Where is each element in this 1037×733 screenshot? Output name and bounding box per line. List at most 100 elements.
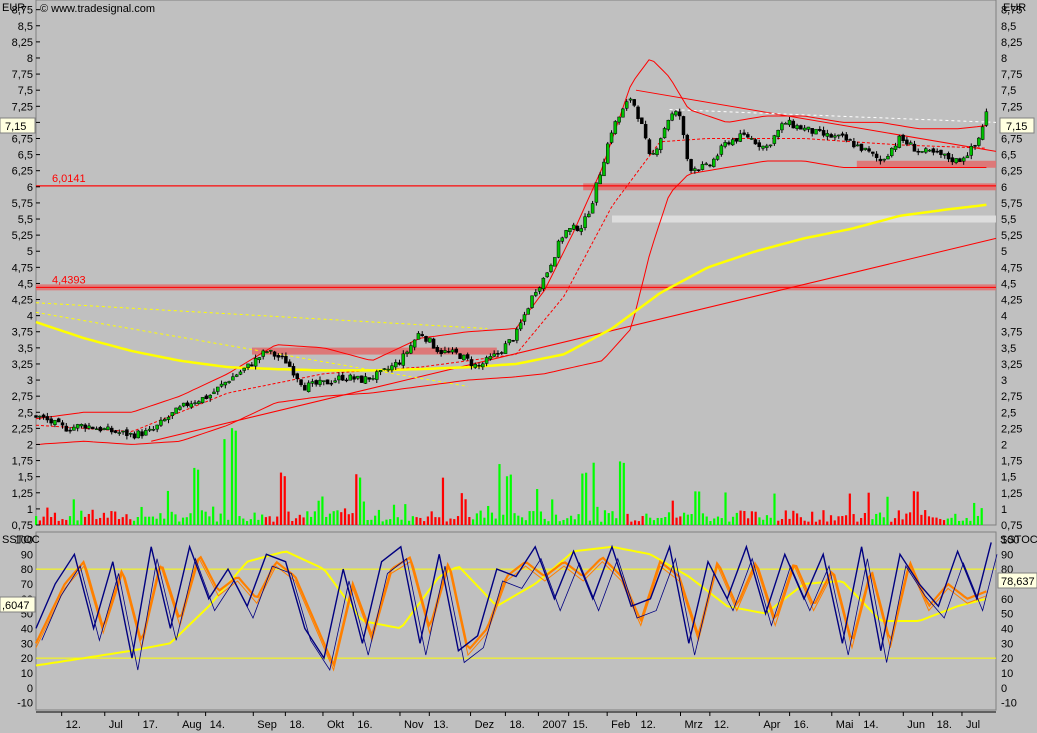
candle-body bbox=[761, 145, 765, 149]
candle-body bbox=[689, 159, 693, 171]
volume-bar bbox=[905, 513, 908, 525]
x-tick-label: Jul bbox=[966, 719, 980, 731]
candle-body bbox=[250, 364, 254, 367]
volume-bar bbox=[494, 518, 497, 525]
candle-body bbox=[242, 367, 247, 371]
candle-body bbox=[401, 353, 406, 366]
stoch-tick-right: 50 bbox=[1001, 609, 1013, 621]
support-zones bbox=[252, 160, 996, 355]
candle-body bbox=[594, 182, 599, 203]
volume-bar bbox=[234, 430, 237, 525]
volume-bar bbox=[291, 520, 294, 525]
candle-body bbox=[738, 133, 743, 142]
candle-body bbox=[723, 142, 727, 147]
candle-body bbox=[961, 157, 966, 162]
candle-body bbox=[844, 134, 849, 141]
volume-bar bbox=[543, 518, 546, 525]
volume-bar bbox=[682, 512, 686, 525]
candle-body bbox=[109, 427, 114, 433]
x-tick-label: 12. bbox=[714, 719, 729, 731]
volume-bar bbox=[788, 518, 791, 525]
candle-body bbox=[935, 150, 939, 153]
candle-body bbox=[144, 430, 148, 436]
volume-bar bbox=[698, 491, 701, 525]
volume-bar bbox=[163, 518, 166, 525]
volume-bar bbox=[509, 474, 512, 525]
candle-body bbox=[465, 354, 470, 359]
volume-bar bbox=[460, 493, 463, 525]
volume-bar bbox=[829, 515, 833, 525]
volume-bar bbox=[106, 517, 109, 525]
candle-body bbox=[522, 314, 527, 322]
candle-body bbox=[56, 418, 61, 423]
volume-bar bbox=[765, 515, 769, 525]
volume-bar bbox=[200, 510, 203, 525]
volume-bar bbox=[65, 519, 68, 525]
candle-body bbox=[159, 419, 163, 426]
candle-body bbox=[261, 350, 265, 357]
candle-body bbox=[375, 371, 379, 380]
volume-bar bbox=[573, 519, 576, 525]
x-tick-label: Mai bbox=[836, 719, 854, 731]
x-tick-label: Feb bbox=[611, 719, 630, 731]
price-tick-left: 1,25 bbox=[12, 488, 33, 500]
volume-bar bbox=[867, 492, 870, 525]
volume-bar bbox=[193, 467, 196, 525]
candle-body bbox=[602, 161, 606, 177]
volume-bar bbox=[871, 519, 874, 525]
candle-body bbox=[511, 340, 515, 342]
volume-bar bbox=[931, 517, 934, 525]
x-tick-label: 17. bbox=[143, 719, 158, 731]
volume-bar bbox=[148, 516, 151, 525]
price-tick-left: 5,5 bbox=[18, 214, 33, 226]
candle-body bbox=[825, 133, 830, 137]
candle-body bbox=[231, 376, 235, 381]
stoch-tick-right: 90 bbox=[1001, 549, 1013, 561]
last-price-box-left bbox=[0, 117, 36, 134]
price-tick-right: 3,5 bbox=[1001, 343, 1016, 355]
candle-body bbox=[810, 128, 814, 134]
volume-bar bbox=[170, 511, 173, 525]
price-tick-right: 7,75 bbox=[1001, 69, 1022, 81]
volume-bar bbox=[539, 511, 543, 525]
x-tick-label: Aug bbox=[182, 719, 202, 731]
candle-body bbox=[340, 374, 345, 381]
volume-bar bbox=[91, 509, 94, 525]
candle-body bbox=[647, 139, 652, 154]
volume-bar bbox=[321, 496, 324, 525]
candle-body bbox=[284, 355, 288, 364]
candle-body bbox=[541, 277, 546, 290]
time-axis: 12. Jul 17. Aug 14. Sep 18. Okt 16. Nov 13. Dez 18. 2… bbox=[36, 711, 996, 731]
volume-bar bbox=[750, 511, 753, 525]
stoch-tick-right: 0 bbox=[1001, 683, 1007, 695]
candle-body bbox=[125, 429, 129, 436]
volume-bar bbox=[513, 513, 516, 525]
candle-body bbox=[670, 113, 674, 121]
volume-bar bbox=[50, 517, 53, 525]
candle-body bbox=[984, 111, 989, 126]
x-tick-label: 15. bbox=[573, 719, 588, 731]
copyright-text[interactable]: © www.tradesignal.com bbox=[40, 3, 155, 15]
volume-bar bbox=[814, 521, 818, 525]
candle-body bbox=[818, 129, 822, 131]
x-tick-label: 16. bbox=[357, 719, 372, 731]
volume-bar bbox=[80, 510, 83, 525]
candle-body bbox=[197, 401, 201, 404]
volume-bar bbox=[878, 512, 882, 525]
volume-bar bbox=[965, 517, 968, 525]
candle-body bbox=[564, 230, 568, 238]
volume-bar bbox=[468, 517, 471, 525]
candle-body bbox=[946, 152, 951, 160]
candle-body bbox=[435, 346, 440, 352]
volume-bar bbox=[769, 517, 772, 525]
volume-bar bbox=[332, 511, 335, 525]
price-tick-left: 2 bbox=[27, 439, 33, 451]
volume-bar bbox=[114, 511, 117, 525]
x-tick-label: 12. bbox=[66, 719, 81, 731]
lower-band bbox=[35, 160, 987, 445]
price-tick-left: 1 bbox=[27, 504, 33, 516]
volume-bar bbox=[796, 513, 799, 525]
candle-body bbox=[371, 378, 375, 380]
candle-body bbox=[325, 379, 330, 385]
candle-body bbox=[693, 168, 697, 171]
